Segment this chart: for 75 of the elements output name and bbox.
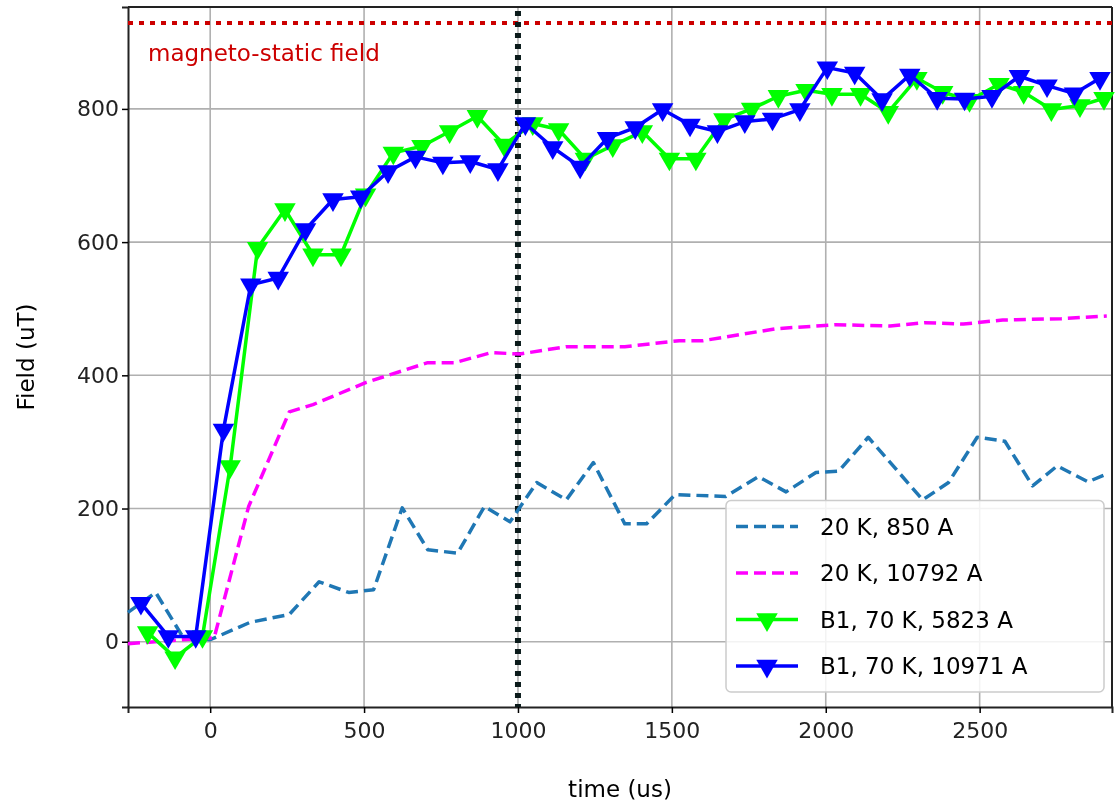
legend-label: 20 K, 10792 A [820,560,983,586]
point [438,125,461,144]
point [184,630,207,649]
point [624,121,646,140]
point [1008,70,1031,89]
point [596,132,619,151]
legend-label: B1, 70 K, 10971 A [820,653,1028,679]
point [547,123,570,142]
point [294,223,317,242]
point [651,103,674,122]
point [658,152,681,172]
point [432,156,454,176]
point [377,165,399,184]
point [330,248,352,268]
x-axis-title: time (us) [568,776,672,802]
point [981,90,1003,109]
point [274,203,296,222]
point [246,241,269,261]
point [789,103,811,122]
point [240,278,262,298]
y-tick-label: 200 [77,496,119,522]
point [849,88,872,107]
point [843,66,866,86]
point [302,248,324,268]
x-tick-label: 2500 [952,718,1009,743]
x-tick-label: 2000 [798,718,855,743]
point [267,271,289,291]
point [685,152,707,172]
point [322,193,344,212]
legend-label: 20 K, 850 A [820,513,954,540]
point [767,90,790,109]
y-tick-label: 600 [77,229,119,255]
point [487,163,509,182]
y-axis-title: Field (uT) [13,303,39,411]
point [1012,86,1035,105]
legend-label: B1, 70 K, 5823 A [820,606,1014,633]
point [899,68,921,88]
ref-line-label: magneto-static field [148,39,380,66]
x-tick-label: 1500 [644,718,701,743]
point [1040,103,1063,122]
point [821,88,843,107]
point [157,630,180,649]
point [219,460,241,479]
point [569,160,591,180]
point [926,92,948,111]
point [136,626,159,645]
point [542,141,564,160]
x-tick-label: 0 [203,718,218,743]
point [164,651,186,671]
point [816,61,839,81]
y-tick-label: 0 [105,629,119,655]
point [877,106,899,125]
point [761,112,784,132]
point [1089,72,1111,91]
point [679,118,701,138]
point [212,423,235,443]
y-tick-label: 800 [77,96,119,122]
point [1063,87,1086,106]
point [1036,79,1058,98]
x-tick-label: 500 [343,718,386,743]
y-tick-label: 400 [77,362,119,388]
point [466,110,489,129]
point [404,150,427,170]
point [734,115,756,134]
point [382,146,405,166]
point [706,125,729,144]
point [871,93,893,112]
point [459,155,482,174]
point [130,596,152,616]
point [493,138,515,158]
point [514,117,537,136]
point [1093,92,1115,111]
point [349,190,372,210]
x-tick-label: 1000 [490,718,547,743]
point [953,92,976,112]
